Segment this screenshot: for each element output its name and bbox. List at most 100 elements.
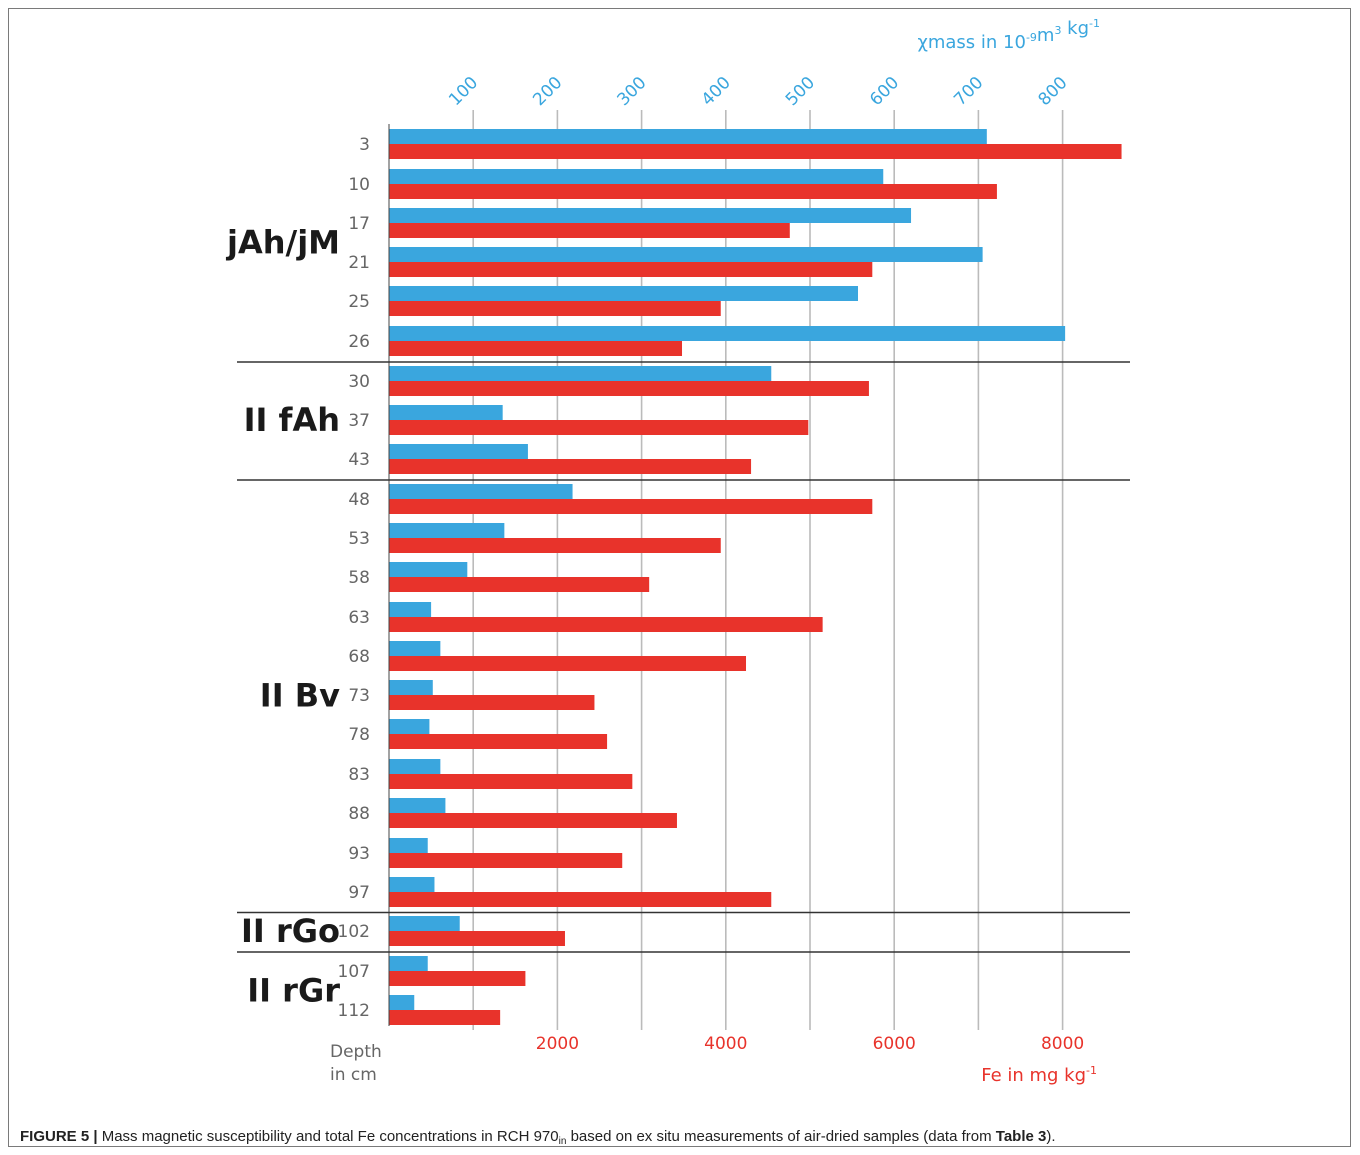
bar-chi-58 [389, 562, 468, 577]
depth-tick-label: 102 [338, 922, 370, 942]
bar-chi-73 [389, 680, 433, 695]
bar-fe-30 [389, 381, 869, 396]
depth-tick-label: 43 [348, 450, 370, 470]
caption-label: FIGURE 5 | [20, 1128, 98, 1145]
bar-chi-68 [389, 641, 441, 656]
bar-chi-78 [389, 719, 430, 734]
horizon-label: II rGo [241, 912, 340, 950]
horizon-label: II fAh [244, 401, 340, 439]
axis-title-part: χmass in 10 [917, 32, 1025, 53]
top-axis-tick-label: 100 [445, 73, 482, 110]
depth-tick-label: 48 [348, 490, 370, 510]
bar-fe-93 [389, 853, 623, 868]
depth-tick-label: 26 [348, 332, 370, 352]
depth-tick-label: 37 [348, 411, 370, 431]
axis-title-part: m [1037, 25, 1055, 46]
depth-tick-label: 30 [348, 372, 370, 392]
depth-tick-label: 17 [348, 214, 370, 234]
bar-chi-107 [389, 956, 428, 971]
depth-tick-label: 112 [338, 1001, 370, 1021]
bottom-axis-tick-label: 4000 [704, 1034, 747, 1054]
depth-tick-label: 78 [348, 725, 370, 745]
figure-frame [8, 8, 1351, 1147]
axis-title-superscript: -9 [1026, 31, 1037, 44]
bar-fe-112 [389, 1010, 501, 1025]
depth-tick-label: 53 [348, 529, 370, 549]
bottom-axis-tick-label: 2000 [536, 1034, 579, 1054]
depth-tick-label: 21 [348, 253, 370, 273]
bar-fe-73 [389, 695, 595, 710]
depth-axis-label: in cm [330, 1065, 377, 1085]
axis-title-part: Fe in mg kg [981, 1065, 1086, 1086]
chart: 3 10 17 21 25 26 30 37 43 48 53 58 63 68 73 78 83 88 93 97 1… [225, 17, 1130, 1086]
bar-chi-53 [389, 523, 505, 538]
bar-chi-88 [389, 798, 446, 813]
axis-title-superscript: 3 [1054, 24, 1061, 37]
depth-tick-label: 58 [348, 568, 370, 588]
bar-fe-53 [389, 538, 721, 553]
depth-tick-label: 93 [348, 844, 370, 864]
axis-title-superscript: -1 [1086, 1064, 1097, 1077]
bottom-axis-tick-label: 6000 [873, 1034, 916, 1054]
bar-chi-30 [389, 366, 772, 381]
bar-fe-107 [389, 971, 526, 986]
top-axis-tick-label: 500 [782, 73, 819, 110]
bar-chi-97 [389, 877, 435, 892]
bar-fe-83 [389, 774, 633, 789]
caption-sub: in [558, 1136, 567, 1147]
axis-title-part: kg [1061, 18, 1089, 39]
bar-chi-48 [389, 484, 573, 499]
bottom-axis-title: Fe in mg kg-1 [981, 1064, 1097, 1086]
bar-chi-10 [389, 169, 884, 184]
caption-text-b: based on ex situ measurements of air-dri… [570, 1128, 992, 1145]
bar-chi-63 [389, 602, 432, 617]
bar-fe-48 [389, 499, 873, 514]
top-axis-tick-label: 700 [950, 73, 987, 110]
bar-fe-21 [389, 262, 873, 277]
depth-tick-label: 73 [348, 686, 370, 706]
bar-chi-43 [389, 444, 528, 459]
axis-title-superscript: -1 [1089, 17, 1100, 30]
bar-chi-37 [389, 405, 503, 420]
bar-fe-102 [389, 931, 565, 946]
top-axis-tick-label: 800 [1035, 73, 1072, 110]
depth-tick-label: 10 [348, 175, 370, 195]
caption-table-ref: Table 3 [995, 1128, 1047, 1145]
top-axis-tick-label: 400 [698, 73, 735, 110]
depth-tick-label: 63 [348, 608, 370, 628]
depth-axis-label: Depth [330, 1042, 382, 1062]
caption-text-a: Mass magnetic susceptibility and total F… [101, 1128, 559, 1145]
horizon-label: II Bv [260, 677, 340, 715]
top-axis-tick-label: 300 [614, 73, 651, 110]
bar-fe-10 [389, 184, 997, 199]
bar-fe-97 [389, 892, 772, 907]
top-axis-title: χmass in 10-9m3 kg-1 [917, 17, 1100, 53]
bar-chi-112 [389, 995, 415, 1010]
depth-tick-label: 107 [338, 962, 370, 982]
depth-tick-label: 3 [359, 135, 370, 155]
bar-chi-83 [389, 759, 441, 774]
bar-chi-17 [389, 208, 912, 223]
horizon-label: II rGr [247, 972, 340, 1010]
bar-fe-25 [389, 301, 721, 316]
top-axis-tick-label: 200 [529, 73, 566, 110]
bar-chi-26 [389, 326, 1066, 341]
bar-chi-93 [389, 838, 428, 853]
bar-fe-17 [389, 223, 790, 238]
depth-tick-label: 25 [348, 292, 370, 312]
bar-chi-102 [389, 916, 460, 931]
bar-chi-21 [389, 247, 983, 262]
caption-text-end: ). [1046, 1128, 1056, 1145]
depth-tick-label: 97 [348, 883, 370, 903]
bar-fe-43 [389, 459, 752, 474]
horizon-label: jAh/jM [225, 224, 340, 262]
bar-fe-26 [389, 341, 683, 356]
bar-fe-37 [389, 420, 809, 435]
bar-fe-58 [389, 577, 650, 592]
depth-tick-label: 88 [348, 804, 370, 824]
bar-chi-3 [389, 129, 987, 144]
bar-fe-68 [389, 656, 747, 671]
bar-fe-3 [389, 144, 1122, 159]
bar-fe-63 [389, 617, 823, 632]
bottom-axis-tick-label: 8000 [1041, 1034, 1084, 1054]
